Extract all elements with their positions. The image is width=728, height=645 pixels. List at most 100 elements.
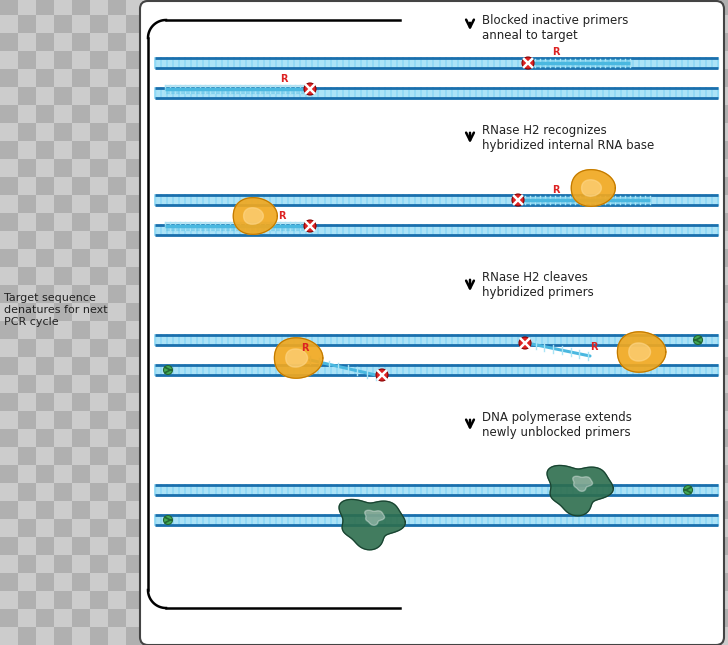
Bar [720,357,728,375]
Bar [648,321,666,339]
Bar [270,105,288,123]
Bar [234,105,252,123]
Bar [450,483,468,501]
Bar [450,249,468,267]
Bar [108,249,126,267]
Bar [432,483,450,501]
Bar [324,375,342,393]
Bar [270,15,288,33]
Bar [666,519,684,537]
Bar [306,483,324,501]
Bar [414,375,432,393]
Bar [198,249,216,267]
Bar [486,465,504,483]
Bar [702,33,720,51]
Bar [90,573,108,591]
Bar [54,537,72,555]
Bar [126,393,144,411]
Bar [648,393,666,411]
Bar [36,69,54,87]
Bar [666,375,684,393]
Bar [198,357,216,375]
Bar [648,213,666,231]
Bar [234,87,252,105]
Bar [216,267,234,285]
Bar [432,303,450,321]
Bar [414,159,432,177]
Bar [360,231,378,249]
Bar [216,501,234,519]
Bar [198,591,216,609]
Bar [576,429,594,447]
Bar [342,447,360,465]
Bar [18,537,36,555]
Bar [36,303,54,321]
Bar [414,501,432,519]
Bar [486,69,504,87]
Bar [90,285,108,303]
Bar [576,105,594,123]
Bar [198,519,216,537]
Bar [360,357,378,375]
Bar [450,411,468,429]
Bar [594,105,612,123]
Bar [540,429,558,447]
Bar [0,555,18,573]
Bar [0,249,18,267]
Bar [0,33,18,51]
Bar [324,0,342,15]
Bar [522,555,540,573]
Bar [72,15,90,33]
Bar [396,213,414,231]
Bar [180,213,198,231]
Bar [288,339,306,357]
Bar [504,141,522,159]
Bar [234,357,252,375]
Polygon shape [339,499,405,550]
Bar [252,195,270,213]
Bar [288,519,306,537]
Bar [540,339,558,357]
Bar [486,483,504,501]
Bar [468,483,486,501]
Bar [396,105,414,123]
Bar [594,33,612,51]
Bar [216,0,234,15]
Bar [540,0,558,15]
Bar [144,213,162,231]
Bar [144,267,162,285]
Bar [18,159,36,177]
Bar [720,465,728,483]
Bar [522,267,540,285]
Bar [576,555,594,573]
Bar [378,15,396,33]
Bar [198,177,216,195]
Bar [90,429,108,447]
Bar [468,321,486,339]
Bar [252,537,270,555]
Bar [720,609,728,627]
Bar [432,87,450,105]
Bar [648,15,666,33]
Bar [0,231,18,249]
Bar [288,159,306,177]
Text: RNase H2 cleaves
hybridized primers: RNase H2 cleaves hybridized primers [482,271,594,299]
Bar [342,627,360,645]
Bar [144,105,162,123]
Bar [558,609,576,627]
Bar [324,303,342,321]
Bar [306,357,324,375]
Bar [162,159,180,177]
Bar [504,573,522,591]
Bar [378,69,396,87]
Bar [720,519,728,537]
Bar [72,285,90,303]
Bar [720,105,728,123]
Bar [234,159,252,177]
Bar [252,177,270,195]
Bar [648,249,666,267]
Bar [18,555,36,573]
Bar [180,465,198,483]
Bar [198,141,216,159]
Bar [468,393,486,411]
